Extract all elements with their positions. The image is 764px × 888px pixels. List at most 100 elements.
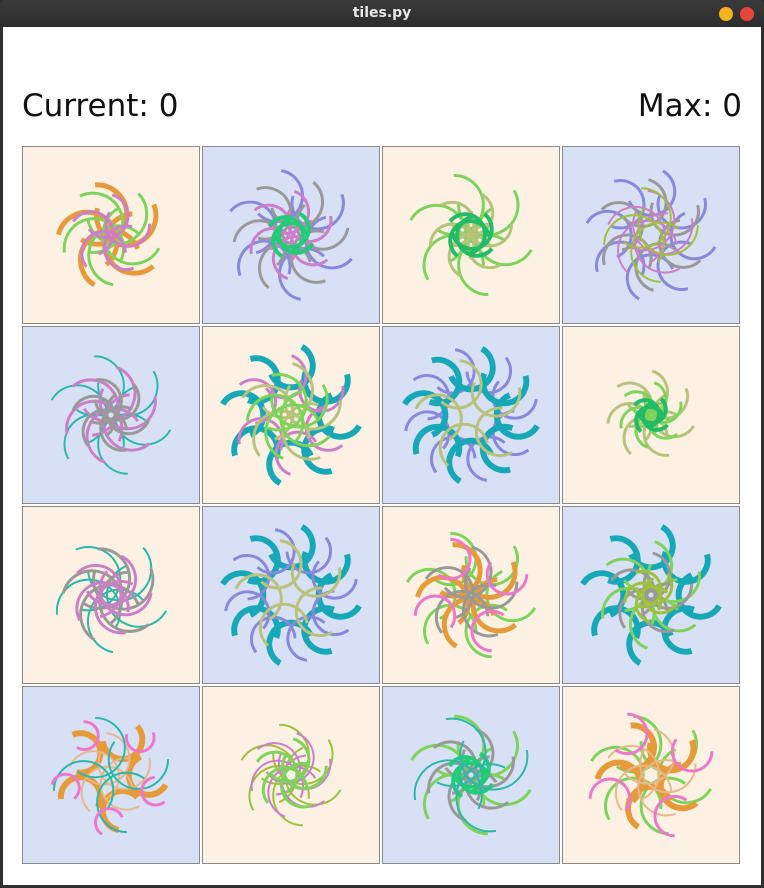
tile-1-1[interactable] [22, 146, 200, 324]
arc-mark [249, 373, 308, 432]
arc-mark [617, 177, 668, 228]
tile-pattern-icon [398, 342, 544, 488]
tile-2-3[interactable] [382, 326, 560, 504]
arc-mark [474, 406, 526, 458]
tile-2-4[interactable] [562, 326, 740, 504]
arc-mark [78, 364, 137, 423]
game-area: Current: 0 Max: 0 [3, 27, 761, 885]
arc-mark [462, 583, 517, 638]
window-title: tiles.py [352, 5, 412, 21]
arc-mark [270, 370, 329, 429]
tile-2-2[interactable] [202, 326, 380, 504]
arc-mark [81, 408, 129, 455]
arc-mark [438, 544, 493, 600]
arc-mark [99, 405, 146, 452]
arc-mark [92, 548, 155, 611]
tile-4-4[interactable] [562, 686, 740, 864]
arc-mark [429, 348, 476, 395]
arc-mark [301, 535, 351, 585]
arc-mark [93, 375, 141, 422]
tile-4-1[interactable] [22, 686, 200, 864]
arc-mark [263, 736, 311, 783]
arc-mark [639, 735, 697, 794]
tile-pattern-icon [606, 368, 698, 462]
arc-mark [464, 603, 519, 659]
arc-mark [232, 219, 287, 274]
arc-mark [98, 371, 157, 431]
tile-3-4[interactable] [562, 506, 740, 684]
arc-mark [434, 589, 490, 645]
arc-mark [413, 594, 457, 638]
arc-mark [85, 407, 144, 466]
arc-mark [661, 605, 711, 655]
tile-1-3[interactable] [382, 146, 560, 324]
arc-mark [97, 413, 159, 475]
arc-mark [261, 730, 315, 785]
arc-mark [269, 174, 325, 230]
tile-4-3[interactable] [382, 686, 560, 864]
arc-mark [412, 423, 463, 474]
arc-mark [621, 550, 672, 602]
tile-1-4[interactable] [562, 146, 740, 324]
arc-mark [99, 787, 146, 834]
arc-mark [634, 242, 685, 293]
arc-mark [420, 566, 475, 621]
arc-mark [446, 437, 496, 488]
arc-mark [591, 605, 641, 655]
tile-pattern-icon [405, 173, 537, 297]
tile-pattern-icon [46, 355, 176, 475]
tile-pattern-icon [216, 340, 366, 490]
arc-mark [595, 179, 646, 230]
arc-mark [311, 553, 358, 600]
tile-pattern-icon [50, 716, 172, 838]
arc-mark [57, 774, 104, 820]
arc-mark [450, 207, 494, 251]
arc-mark [610, 187, 672, 249]
tile-3-2[interactable] [202, 506, 380, 684]
arc-mark [76, 378, 123, 425]
arc-mark [250, 759, 305, 814]
arc-mark [69, 720, 100, 751]
arc-mark [236, 744, 298, 806]
arc-mark [485, 552, 529, 596]
tile-board [22, 146, 743, 867]
arc-mark [479, 356, 530, 407]
arc-mark [403, 373, 451, 421]
tile-pattern-icon [236, 723, 346, 827]
tile-4-2[interactable] [202, 686, 380, 864]
arc-mark [607, 722, 657, 772]
arc-mark [588, 777, 632, 820]
arc-mark [231, 605, 281, 655]
tile-pattern-icon [222, 168, 360, 302]
arc-mark [417, 717, 487, 787]
arc-mark [632, 193, 694, 256]
arc-mark [102, 224, 150, 271]
arc-mark [249, 528, 296, 575]
arc-mark [124, 722, 156, 753]
arc-mark [83, 192, 130, 240]
tile-3-1[interactable] [22, 506, 200, 684]
arc-mark [77, 732, 131, 786]
arc-mark [618, 588, 669, 639]
arc-mark [459, 721, 529, 791]
arc-mark [617, 727, 675, 785]
tile-2-1[interactable] [22, 326, 200, 504]
arc-mark [634, 212, 696, 274]
arc-mark [279, 388, 338, 448]
arc-mark [301, 605, 351, 655]
close-icon[interactable] [740, 7, 754, 21]
arc-mark [470, 609, 514, 653]
arc-mark [75, 581, 130, 636]
tile-pattern-icon [576, 520, 726, 670]
arc-mark [281, 743, 328, 790]
arc-mark [479, 423, 530, 474]
arc-mark [295, 196, 350, 251]
tile-1-2[interactable] [202, 146, 380, 324]
arc-mark [257, 240, 313, 296]
minimize-icon[interactable] [719, 7, 733, 21]
arc-mark [637, 194, 699, 256]
tile-3-3[interactable] [382, 506, 560, 684]
arc-mark [64, 716, 126, 779]
arc-mark [67, 210, 115, 257]
